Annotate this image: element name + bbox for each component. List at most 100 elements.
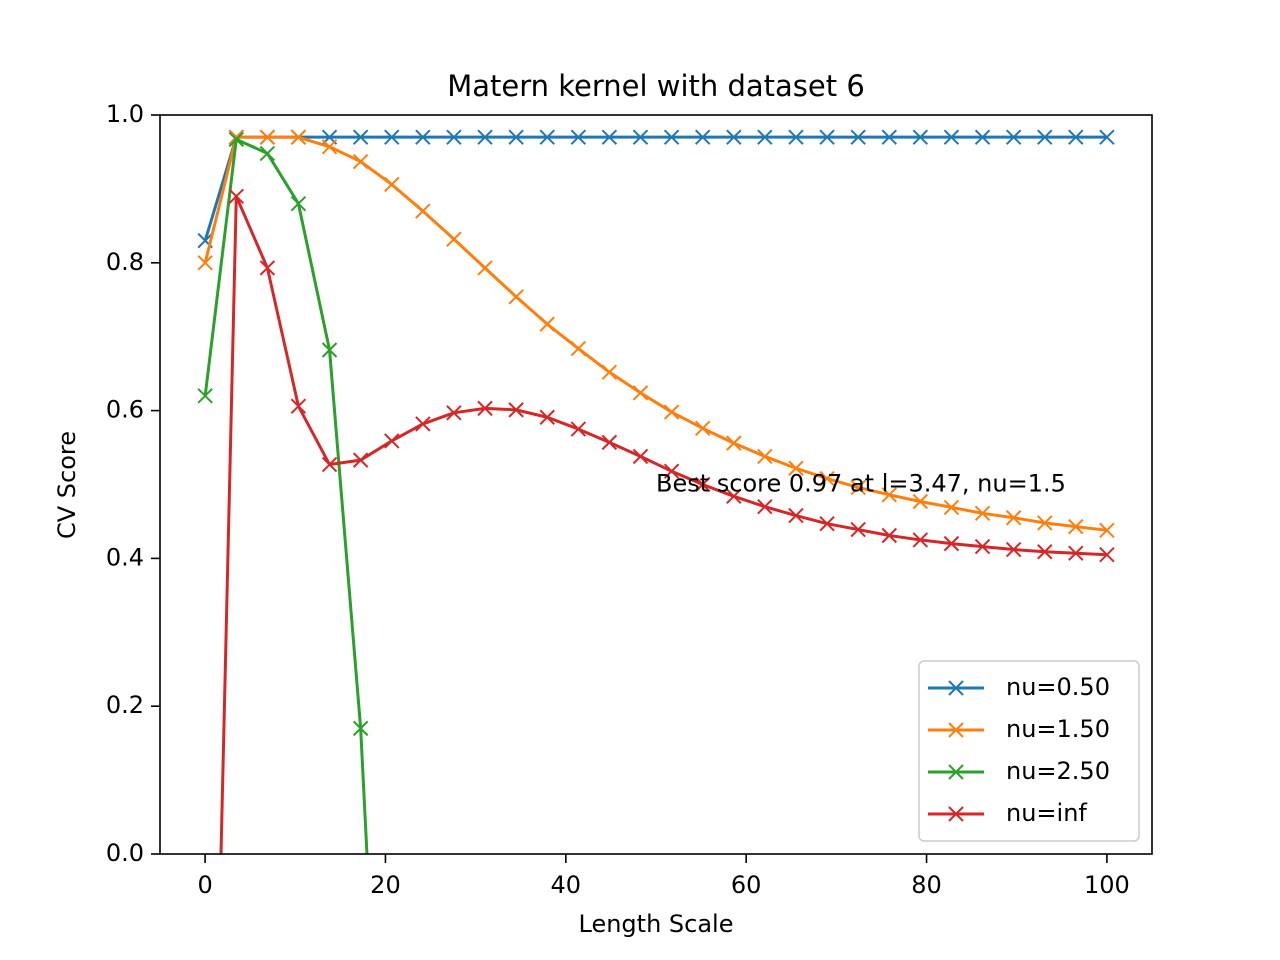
y-axis-label: CV Score <box>53 431 81 539</box>
marker <box>632 129 649 145</box>
marker <box>415 129 431 145</box>
legend-marker <box>948 806 964 822</box>
marker <box>352 452 369 468</box>
marker <box>352 720 369 737</box>
marker <box>508 129 524 145</box>
x-tick-label: 60 <box>731 871 762 899</box>
marker <box>290 195 307 212</box>
marker <box>446 231 462 247</box>
marker <box>912 532 929 548</box>
marker <box>601 364 618 380</box>
marker <box>477 400 493 417</box>
marker <box>259 145 276 162</box>
marker <box>259 260 276 276</box>
marker <box>943 535 960 552</box>
marker <box>384 176 400 193</box>
marker <box>974 129 991 145</box>
series-line <box>219 194 1107 854</box>
marker <box>1005 129 1022 145</box>
marker <box>321 456 338 473</box>
marker <box>850 129 866 145</box>
marker <box>663 404 680 420</box>
marker <box>1099 129 1115 145</box>
marker <box>912 493 929 510</box>
marker <box>1068 545 1084 561</box>
marker <box>352 153 369 170</box>
marker <box>912 129 929 145</box>
marker <box>788 129 804 145</box>
marker <box>601 434 618 451</box>
marker <box>570 421 587 437</box>
series-line <box>203 135 1107 242</box>
y-tick-label: 0.6 <box>106 396 144 424</box>
marker <box>1037 544 1053 560</box>
y-tick-label: 0.2 <box>106 691 144 719</box>
marker <box>321 139 338 155</box>
marker <box>1099 546 1115 563</box>
marker <box>415 416 431 432</box>
marker <box>819 515 835 532</box>
marker <box>259 129 276 145</box>
marker <box>290 398 307 414</box>
legend-label: nu=0.50 <box>1006 673 1110 701</box>
plot-area <box>197 129 1115 854</box>
marker <box>228 131 245 148</box>
marker <box>197 388 213 404</box>
marker <box>321 342 338 358</box>
marker <box>788 507 804 524</box>
marker <box>1037 129 1053 145</box>
marker <box>570 340 587 357</box>
marker <box>384 433 400 449</box>
marker <box>477 260 493 276</box>
marker <box>1099 522 1115 539</box>
marker <box>881 487 898 503</box>
legend-label: nu=1.50 <box>1006 715 1110 743</box>
axes-frame <box>159 114 1153 855</box>
legend-label: nu=inf <box>1006 799 1087 827</box>
y-tick-label: 0.8 <box>106 248 144 276</box>
marker <box>663 463 680 479</box>
marker <box>757 448 773 465</box>
marker <box>695 129 711 145</box>
marker <box>695 476 711 493</box>
x-axis-label: Length Scale <box>579 910 734 938</box>
x-tick-label: 40 <box>551 871 582 899</box>
marker <box>881 527 898 544</box>
marker <box>881 129 898 145</box>
marker <box>352 129 369 145</box>
marker <box>695 420 711 437</box>
marker <box>384 129 400 145</box>
legend-marker <box>948 680 964 696</box>
legend-marker <box>948 764 964 780</box>
marker <box>539 129 555 145</box>
marker <box>819 470 835 487</box>
marker <box>539 316 555 332</box>
x-tick-label: 80 <box>911 871 942 899</box>
marker <box>508 402 524 418</box>
marker <box>1005 541 1022 558</box>
marker <box>601 129 618 145</box>
marker <box>570 129 587 145</box>
marker <box>974 538 991 555</box>
marker <box>632 385 649 401</box>
legend-marker <box>948 722 964 738</box>
marker <box>446 129 462 145</box>
marker <box>757 498 773 515</box>
marker <box>446 405 462 421</box>
marker <box>539 409 555 425</box>
marker <box>819 129 835 145</box>
marker <box>228 188 245 204</box>
marker <box>477 129 493 145</box>
marker <box>726 129 742 145</box>
marker <box>197 255 213 271</box>
marker <box>290 129 307 145</box>
marker <box>850 521 866 538</box>
marker <box>508 289 524 305</box>
marker <box>850 479 866 496</box>
marker <box>943 129 960 145</box>
marker <box>726 435 742 451</box>
y-tick-label: 0.0 <box>106 839 144 867</box>
series-line <box>203 135 1108 532</box>
chart-title: Matern kernel with dataset 6 <box>447 69 865 103</box>
